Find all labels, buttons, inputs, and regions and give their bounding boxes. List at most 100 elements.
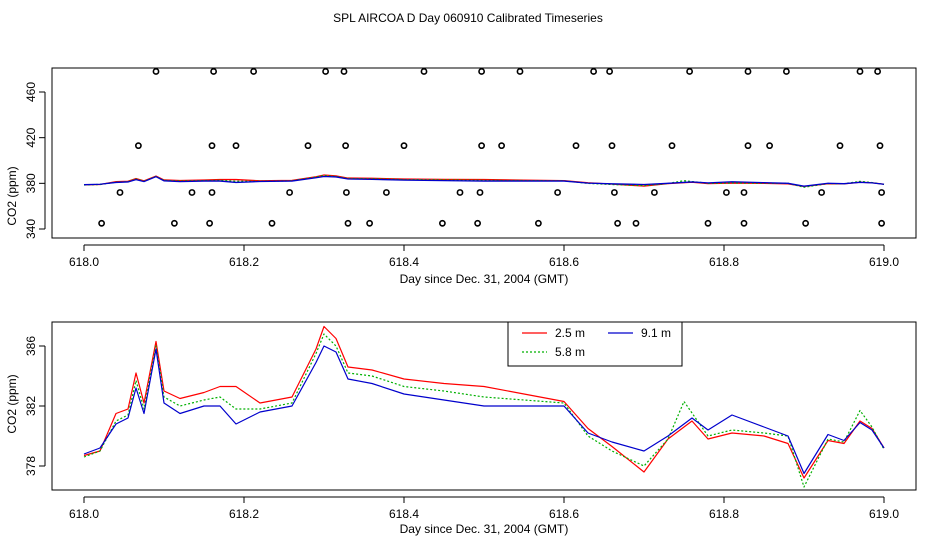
x-axis-1: 618.0 618.2 618.4 618.6 618.8 619.0 [69, 244, 899, 269]
calibration-point [208, 142, 216, 150]
x-axis-label-1: Day since Dec. 31, 2004 (GMT) [400, 272, 569, 286]
plot-box-2 [51, 321, 917, 491]
calibration-point [400, 142, 408, 150]
series-2-5-m-line [83, 325, 885, 479]
calibration-point [232, 142, 240, 150]
calibration-point [668, 142, 676, 150]
legend-label-9-1m: 9.1 m [641, 326, 671, 340]
calibration-point [740, 219, 748, 227]
calibration-point [744, 142, 752, 150]
calibration-point [478, 68, 485, 75]
p1-y-tick-label: 420 [24, 127, 38, 147]
calibration-point [188, 189, 196, 196]
timeseries-lines [83, 325, 885, 488]
calibration-point [818, 189, 825, 196]
p1-y-tick-label: 460 [24, 82, 38, 102]
panel1-series [83, 174, 885, 188]
p1-x-tick-label: 618.2 [229, 255, 259, 269]
calibration-point [836, 142, 844, 150]
p2-y-tick-label: 386 [24, 336, 38, 356]
calibration-point [438, 219, 446, 227]
calibration-point [572, 142, 580, 150]
p2-x-tick-label: 618.6 [549, 507, 579, 521]
calibration-point [304, 142, 312, 150]
calibration-points [98, 68, 885, 227]
calibration-point [250, 68, 257, 75]
y-axis-2: 378 382 386 [24, 336, 46, 476]
legend-label-5-8m: 5.8 m [555, 345, 585, 359]
calibration-point [420, 68, 428, 75]
p2-x-tick-label: 618.4 [389, 507, 419, 521]
p1-x-tick-label: 618.0 [69, 255, 99, 269]
calibration-point [366, 219, 373, 227]
legend: 2.5 m 9.1 m 5.8 m [507, 321, 683, 367]
calibration-point [704, 219, 712, 227]
calibration-point [590, 68, 597, 75]
chart-title: SPL AIRCOA D Day 060910 Calibrated Times… [333, 11, 603, 25]
calibration-point [478, 142, 485, 150]
p1-x-tick-label: 619.0 [869, 255, 899, 269]
series-5-8-m-line [83, 333, 885, 488]
calibration-point [554, 189, 561, 196]
x-axis-label-2: Day since Dec. 31, 2004 (GMT) [400, 522, 569, 536]
calibration-point [744, 68, 752, 75]
calibration-point [134, 142, 142, 150]
calibration-point [632, 219, 640, 227]
p2-x-tick-label: 618.2 [229, 507, 259, 521]
calibration-point [152, 68, 160, 75]
p1-x-tick-label: 618.6 [549, 255, 579, 269]
calibration-point [766, 142, 773, 150]
calibration-point [268, 219, 276, 227]
p1-x-tick-label: 618.8 [709, 255, 739, 269]
calibration-point [206, 219, 213, 227]
calibration-point [476, 189, 484, 196]
p1-y-tick-label: 340 [24, 219, 38, 239]
calibration-point [456, 189, 464, 196]
calibration-point [342, 142, 349, 150]
calibration-point [210, 68, 217, 75]
calibration-point [98, 219, 105, 227]
p1-x-tick-label: 618.4 [389, 255, 419, 269]
calibration-point [802, 219, 809, 227]
p2-y-tick-label: 382 [24, 396, 38, 416]
y-axis-label-2: CO2 (ppm) [5, 374, 19, 433]
calibration-point [614, 219, 621, 227]
calibration-point [340, 68, 348, 75]
calibration-point [878, 189, 885, 196]
calibration-point [516, 68, 524, 75]
calibration-point [608, 142, 616, 150]
p1-y-tick-label: 380 [24, 173, 38, 193]
calibration-point [535, 219, 542, 227]
p2-x-tick-label: 619.0 [869, 507, 899, 521]
calibration-point [170, 219, 178, 227]
calibration-point [874, 68, 881, 75]
p2-y-tick-label: 378 [24, 456, 38, 476]
y-axis-1: 340 380 420 460 [24, 82, 46, 239]
calibration-point [723, 189, 730, 196]
calibration-point [474, 219, 481, 227]
y-axis-label-1: CO2 (ppm) [5, 166, 19, 225]
calibration-point [208, 189, 216, 196]
panel-timeseries: 618.0 618.2 618.4 618.6 618.8 619.0 378 382 386… [5, 321, 917, 536]
plot-box-1 [51, 67, 917, 239]
calibration-point [116, 189, 124, 196]
calibration-point [606, 68, 613, 75]
calibration-point [856, 68, 864, 75]
p2-x-tick-label: 618.0 [69, 507, 99, 521]
calibration-point [878, 219, 885, 227]
series-9-1-m-line [83, 345, 885, 475]
panel-calibration: 618.0 618.2 618.4 618.6 618.8 619.0 340 380 420… [5, 67, 917, 286]
calibration-point [876, 142, 884, 150]
calibration-point [322, 68, 329, 75]
calibration-point [286, 189, 293, 196]
calibration-point [611, 189, 618, 196]
calibration-point [344, 219, 352, 227]
calibration-point [342, 189, 350, 196]
legend-label-2-5m: 2.5 m [555, 326, 585, 340]
legend-box [507, 321, 683, 367]
calibration-point [498, 142, 505, 150]
calibration-point [686, 68, 693, 75]
x-axis-2: 618.0 618.2 618.4 618.6 618.8 619.0 [69, 496, 899, 521]
